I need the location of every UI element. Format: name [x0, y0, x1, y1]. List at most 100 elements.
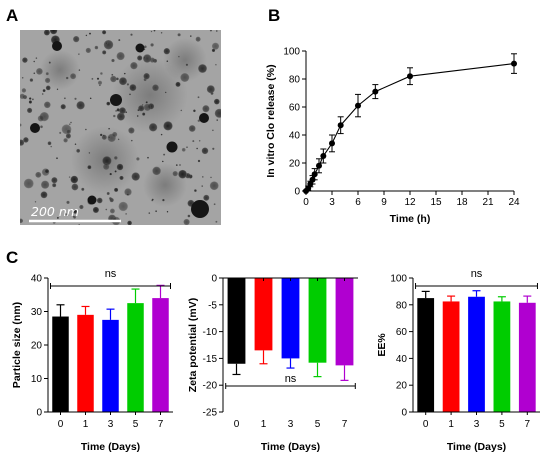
micrograph-particle: [74, 143, 77, 146]
micrograph-particle: [214, 108, 221, 118]
micrograph-particle: [116, 77, 119, 81]
micrograph-particle: [155, 210, 158, 213]
x-tick-label: 3: [474, 419, 480, 430]
micrograph-particle: [92, 206, 99, 213]
micrograph-particle: [197, 119, 201, 122]
micrograph-particle: [131, 172, 140, 181]
y-tick-label: 0: [211, 274, 217, 285]
x-tick-label: 3: [329, 197, 335, 208]
bar-day-5: [308, 278, 327, 363]
x-tick-label: 0: [58, 419, 64, 430]
micrograph-particle: [96, 77, 100, 80]
micrograph-particle: [91, 77, 94, 80]
micrograph-particle: [201, 176, 204, 178]
y-axis-title: Zeta potential (mV): [187, 298, 199, 393]
micrograph-particle: [65, 133, 71, 139]
micrograph-particle: [37, 115, 44, 122]
micrograph-particle: [105, 42, 108, 44]
micrograph-particle: [76, 101, 85, 110]
particle-size-chart: 0 1 3 5 7 0 10 20 30 40 Time (Days) Particle size (…: [11, 268, 173, 453]
micrograph-particle: [94, 45, 99, 50]
micrograph-particle: [87, 165, 92, 170]
x-tick-label: 1: [448, 419, 454, 430]
micrograph-particle: [201, 147, 209, 155]
panel-label-a: A: [6, 6, 18, 25]
y-tick-label: 80: [289, 75, 301, 86]
micrograph-particle: [60, 104, 66, 110]
micrograph-particle: [129, 84, 137, 92]
micrograph-particle: [125, 213, 127, 215]
bar-day-0: [417, 298, 435, 412]
micrograph-particle: [89, 97, 92, 100]
y-tick-label: 20: [396, 381, 408, 392]
micrograph-particle: [66, 200, 70, 204]
y-axis-title: EE%: [376, 333, 388, 357]
micrograph-particle: [70, 73, 77, 80]
micrograph-particle: [179, 164, 181, 166]
x-tick-label: 1: [83, 419, 89, 430]
micrograph-particle: [36, 68, 43, 75]
y-tick-label: 0: [401, 408, 407, 419]
micrograph-particle: [126, 193, 129, 196]
micrograph-particle: [78, 69, 81, 71]
micrograph-particle: [50, 145, 53, 148]
x-axis-title: Time (h): [390, 213, 431, 225]
micrograph-particle: [51, 177, 58, 184]
x-tick-label: 6: [355, 197, 361, 208]
micrograph-particle: [56, 157, 58, 160]
micrograph-particle: [181, 147, 186, 152]
x-tick-label: 5: [315, 419, 321, 430]
micrograph-particle: [40, 125, 43, 129]
x-tick-label: 3: [108, 419, 114, 430]
y-tick-label: 40: [396, 354, 408, 365]
micrograph-particle: [211, 48, 216, 53]
micrograph-particle: [73, 209, 78, 214]
significance-label: ns: [471, 268, 483, 280]
micrograph-particle: [110, 75, 117, 83]
micrograph-particle: [178, 169, 187, 179]
micrograph-particle: [61, 124, 72, 135]
micrograph-particle: [108, 197, 112, 200]
micrograph-particle: [188, 125, 196, 132]
data-point: [511, 60, 517, 67]
micrograph-particle: [44, 169, 50, 174]
micrograph-particle: [212, 129, 214, 132]
micrograph-particle: [70, 121, 72, 124]
micrograph-particle: [23, 137, 29, 143]
micrograph-particle: [119, 175, 124, 180]
x-tick-label: 7: [342, 419, 348, 430]
micrograph-particle: [117, 138, 120, 141]
y-tick-label: 80: [396, 300, 408, 311]
significance-label: ns: [285, 373, 297, 385]
micrograph-particle: [116, 112, 125, 121]
micrograph-particle: [73, 35, 80, 43]
micrograph-particle: [108, 127, 110, 130]
micrograph-particle: [206, 85, 215, 94]
bar-day-5: [493, 301, 511, 412]
micrograph-particle: [31, 98, 34, 101]
micrograph-particle-large: [191, 200, 209, 218]
y-tick-label: -5: [208, 300, 217, 311]
data-point: [355, 102, 361, 109]
y-tick-label: 40: [31, 274, 43, 285]
micrograph-particle: [99, 84, 101, 87]
y-tick-label: 100: [283, 47, 300, 58]
micrograph-particle: [112, 131, 118, 137]
micrograph-particle: [126, 83, 130, 86]
micrograph-particle: [40, 191, 48, 199]
micrograph-particle: [22, 57, 28, 63]
micrograph-particle: [81, 187, 85, 191]
micrograph-particle: [143, 103, 152, 111]
micrograph-particle: [192, 140, 195, 143]
micrograph-haze-3: [40, 50, 80, 90]
micrograph-particle: [163, 153, 166, 156]
micrograph-particle: [201, 185, 204, 187]
micrograph-particle: [150, 30, 153, 33]
micrograph-particle: [130, 62, 138, 70]
micrograph-particle: [143, 57, 146, 59]
micrograph-particle: [56, 216, 59, 219]
x-tick-label: 5: [133, 419, 139, 430]
y-tick-label: -20: [203, 381, 218, 392]
micrograph-particle: [111, 73, 114, 76]
y-tick-label: 40: [289, 131, 301, 142]
